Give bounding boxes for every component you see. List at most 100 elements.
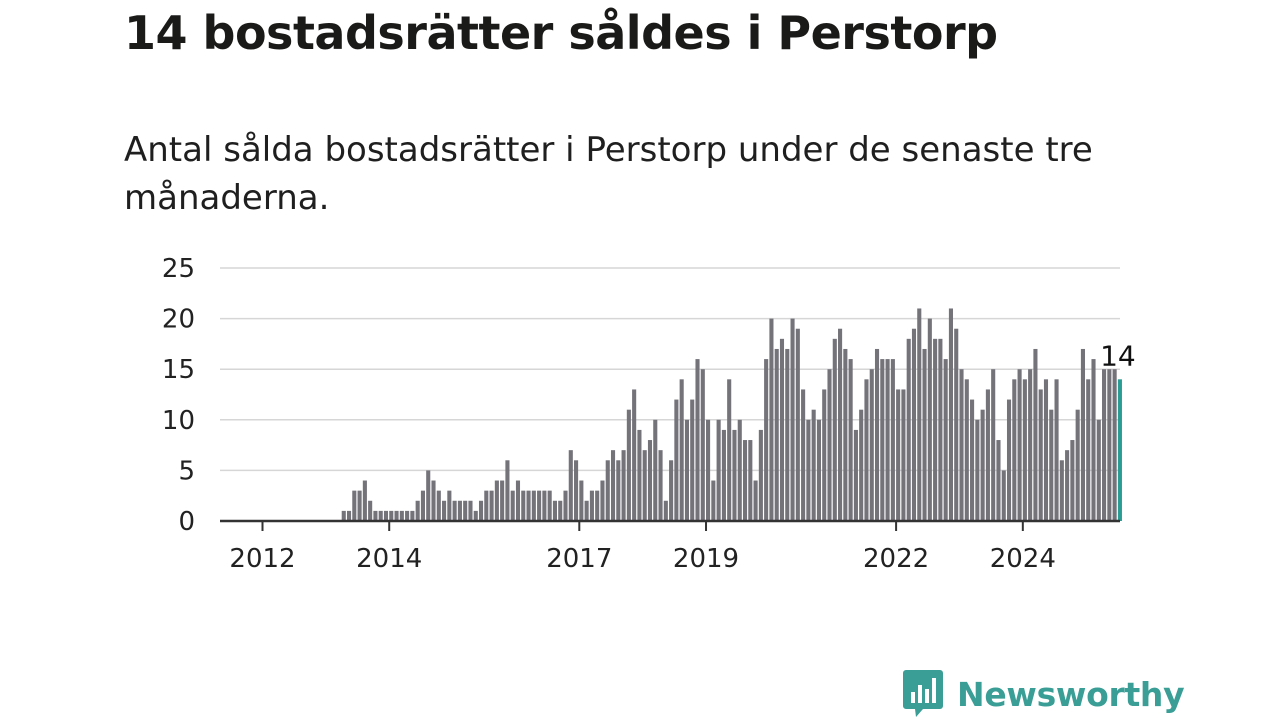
bar: [901, 389, 906, 521]
bar: [610, 450, 616, 521]
bar: [605, 460, 610, 521]
bar: [827, 369, 832, 521]
bar: [515, 480, 521, 521]
bar: [690, 399, 695, 521]
bar: [896, 389, 901, 521]
y-tick-label: 5: [178, 456, 195, 486]
bar: [500, 480, 505, 521]
bar: [552, 500, 557, 521]
bar: [927, 318, 932, 521]
bar: [790, 318, 795, 521]
bar: [494, 480, 499, 521]
bar: [1059, 460, 1064, 521]
bar: [1033, 348, 1038, 521]
bar: [1038, 389, 1043, 521]
bar: [679, 379, 684, 521]
bar: [885, 359, 890, 521]
bar: [911, 328, 917, 521]
bar: [816, 419, 821, 521]
bar: [779, 338, 785, 521]
bar: [473, 510, 478, 521]
bar: [869, 369, 874, 521]
bar: [1028, 369, 1033, 521]
bar: [890, 359, 895, 521]
gridlines: [220, 267, 1120, 472]
bar: [399, 510, 404, 521]
bar: [616, 460, 621, 521]
bar: [843, 348, 848, 521]
bar: [1070, 440, 1075, 521]
bar: [600, 480, 605, 521]
bar: [653, 419, 658, 521]
bar: [383, 510, 389, 521]
bar: [1001, 470, 1006, 521]
bar: [531, 490, 536, 521]
bar: [368, 500, 373, 521]
x-tick-label: 2014: [356, 544, 422, 574]
bar: [626, 409, 631, 521]
bar: [1043, 379, 1049, 521]
bar: [848, 359, 853, 521]
bar: [378, 510, 383, 521]
bar: [510, 490, 515, 521]
bar: [341, 510, 346, 521]
bar: [389, 510, 394, 521]
bar: [959, 369, 964, 521]
bar: [457, 500, 462, 521]
bar: [954, 328, 959, 521]
bar: [943, 359, 948, 521]
bar: [1102, 369, 1107, 521]
bar: [922, 348, 927, 521]
bar: [558, 500, 563, 521]
bar: [362, 480, 367, 521]
bar: [695, 359, 700, 521]
x-tick-label: 2017: [546, 544, 612, 574]
bar: [505, 460, 510, 521]
x-axis: 2012 2014 2017 2019 2022 2024: [220, 519, 1120, 574]
bar: [706, 419, 711, 521]
bar: [764, 359, 769, 521]
bar: [917, 308, 922, 521]
chart-subtitle: Antal sålda bostadsrätter i Perstorp und…: [124, 130, 1093, 218]
bar: [547, 490, 552, 521]
bar: [526, 490, 531, 521]
y-tick-label: 15: [162, 355, 195, 385]
bar: [806, 419, 811, 521]
bar: [748, 440, 753, 521]
bar: [753, 480, 758, 521]
bar: [1017, 369, 1022, 521]
bar: [584, 500, 589, 521]
bar: [1054, 379, 1059, 521]
bar: [442, 500, 447, 521]
bar: [632, 389, 637, 521]
bar: [357, 490, 362, 521]
bar: [700, 369, 705, 521]
bar: [658, 450, 663, 521]
bar: [742, 440, 748, 521]
bar: [579, 480, 584, 521]
brand-name: Newsworthy: [957, 674, 1185, 714]
bar: [880, 359, 885, 521]
chart-title: 14 bostadsrätter såldes i Perstorp: [124, 6, 998, 60]
x-tick-label: 2024: [990, 544, 1056, 574]
bar: [574, 460, 579, 521]
bar: [426, 470, 431, 521]
bar: [542, 490, 547, 521]
y-tick-label: 0: [178, 507, 195, 537]
bar: [975, 419, 980, 521]
bar: [985, 389, 990, 521]
x-tick-label: 2022: [863, 544, 929, 574]
bar: [874, 348, 880, 521]
bar: [964, 379, 969, 521]
bar: [537, 490, 542, 521]
bar: [727, 379, 732, 521]
bar: [1012, 379, 1017, 521]
y-tick-label: 10: [162, 406, 195, 436]
bar: [853, 429, 858, 521]
bar: [431, 480, 436, 521]
bar: [1022, 379, 1027, 521]
bar: [394, 510, 399, 521]
bar: [468, 500, 473, 521]
bar: [758, 429, 763, 521]
